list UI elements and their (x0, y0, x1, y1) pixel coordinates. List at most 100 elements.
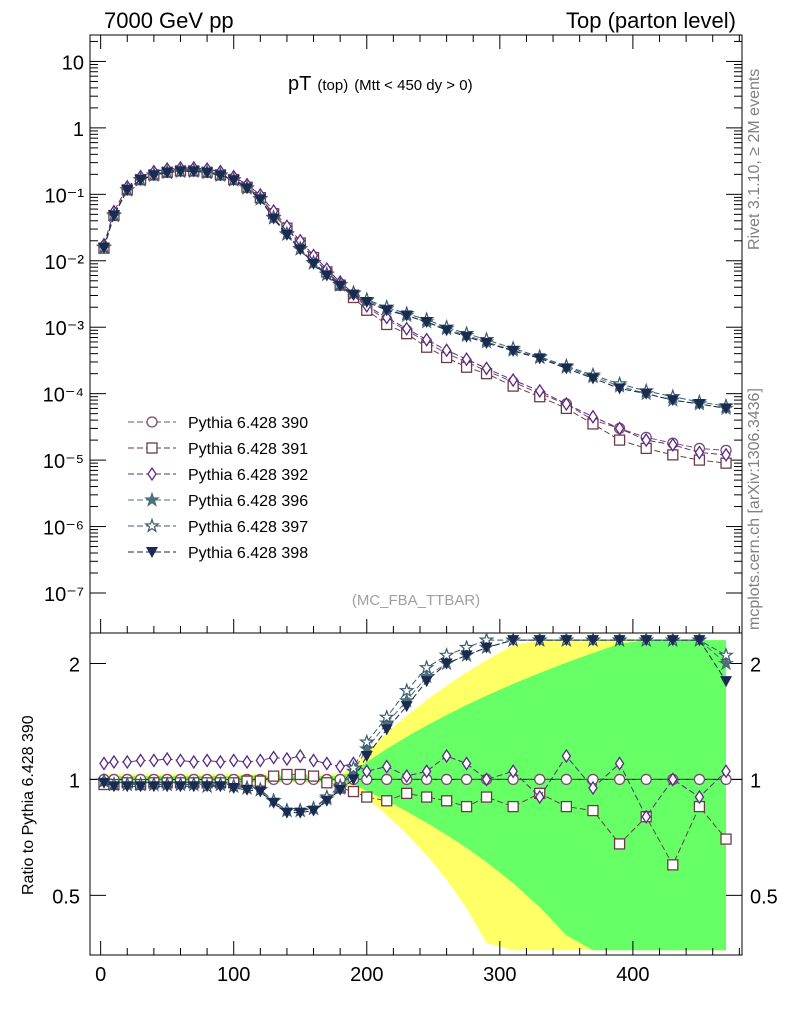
data-point (561, 396, 572, 412)
data-point (586, 373, 599, 385)
data-point (534, 773, 546, 786)
data-point (441, 343, 452, 358)
data-point (242, 754, 252, 770)
data-point (255, 753, 266, 768)
data-point (508, 764, 518, 779)
data-point (380, 305, 393, 317)
data-point (666, 635, 679, 647)
data-point (320, 795, 333, 807)
legend-label: Pythia 6.428 398 (188, 545, 308, 562)
data-point (720, 403, 733, 415)
series-pythia-6.428-398 (97, 166, 733, 819)
data-point (201, 167, 214, 179)
data-point (418, 659, 435, 675)
data-point (189, 754, 199, 770)
data-point (254, 194, 267, 206)
data-point (438, 646, 455, 663)
data-point (147, 170, 160, 182)
data-point (280, 807, 293, 819)
data-point (107, 210, 120, 222)
data-point (460, 800, 473, 813)
data-point (440, 325, 453, 337)
plot-title-cut: (Mtt < 450 dy > 0) (354, 77, 472, 94)
data-point (508, 372, 518, 388)
data-point (721, 764, 731, 779)
data-point (307, 805, 320, 817)
axis-labels: 0 100 200 300 400 10⁻⁷ 10⁻⁶ 10⁻⁵ 10⁻⁴ 10⁻³ 10⁻² 10⁻… (43, 52, 778, 986)
data-point (97, 242, 110, 254)
data-point (161, 167, 174, 179)
data-point (400, 701, 413, 713)
data-point (295, 748, 306, 764)
data-point (214, 170, 227, 182)
data-point (641, 809, 651, 824)
data-point (480, 642, 493, 654)
series-pythia-6.428-392 (99, 160, 731, 824)
ratio-tick-label: 0.5 (52, 886, 80, 908)
data-point (401, 787, 413, 800)
series-line (103, 170, 727, 409)
data-point (458, 639, 475, 655)
data-point (334, 784, 347, 796)
data-point (440, 795, 453, 807)
x-tick-label: 0 (95, 964, 106, 986)
data-point (358, 733, 375, 749)
data-point (588, 409, 598, 424)
data-point (107, 781, 120, 793)
y-tick-label: 1 (73, 119, 84, 141)
legend-label: Pythia 6.428 396 (188, 493, 308, 510)
data-point (361, 791, 373, 803)
plot-title-sub: (top) (317, 77, 348, 94)
analysis-tag: (MC_FBA_TTBAR) (352, 592, 480, 609)
data-point (718, 646, 734, 663)
data-point (533, 635, 546, 647)
legend-label: Pythia 6.428 392 (188, 467, 308, 484)
data-point (481, 361, 492, 376)
data-point (420, 676, 433, 688)
data-point (720, 833, 732, 845)
data-point (201, 781, 214, 793)
legend-label: Pythia 6.428 391 (188, 441, 308, 458)
data-point (187, 781, 200, 793)
data-point (99, 756, 109, 771)
data-point (588, 780, 598, 796)
y-tick-label: 10⁻¹ (45, 185, 85, 207)
data-point (534, 383, 545, 399)
y-tick-label: 10 (62, 52, 84, 74)
ratio-tick-label-right: 0.5 (750, 886, 778, 908)
data-point (534, 789, 545, 805)
data-point (641, 432, 651, 448)
data-point (440, 773, 453, 786)
data-point (381, 773, 393, 786)
y-tick-label: 10⁻⁶ (43, 518, 84, 540)
data-point (420, 316, 433, 328)
data-point (361, 764, 372, 779)
data-point (146, 442, 158, 454)
data-point (144, 491, 160, 507)
data-point (147, 781, 160, 793)
data-point (560, 800, 573, 813)
data-point (347, 774, 360, 786)
data-point (254, 786, 267, 798)
data-point (294, 768, 306, 781)
data-point (320, 270, 333, 282)
legend-label: Pythia 6.428 397 (188, 519, 308, 536)
data-point (613, 434, 626, 446)
data-point (480, 791, 493, 803)
data-point (381, 795, 393, 807)
data-point (149, 753, 159, 768)
header-process: Top (parton level) (566, 8, 736, 33)
data-point (721, 447, 731, 463)
data-point (440, 658, 453, 670)
data-point (347, 785, 360, 798)
data-point (460, 773, 473, 786)
data-point (135, 753, 146, 768)
ratio-tick-label: 2 (69, 654, 80, 676)
data-point (380, 724, 393, 736)
series-line (103, 170, 727, 409)
data-point (308, 753, 319, 768)
data-point (162, 751, 172, 767)
data-point (461, 756, 472, 771)
data-point (215, 754, 226, 770)
data-point (613, 383, 626, 395)
